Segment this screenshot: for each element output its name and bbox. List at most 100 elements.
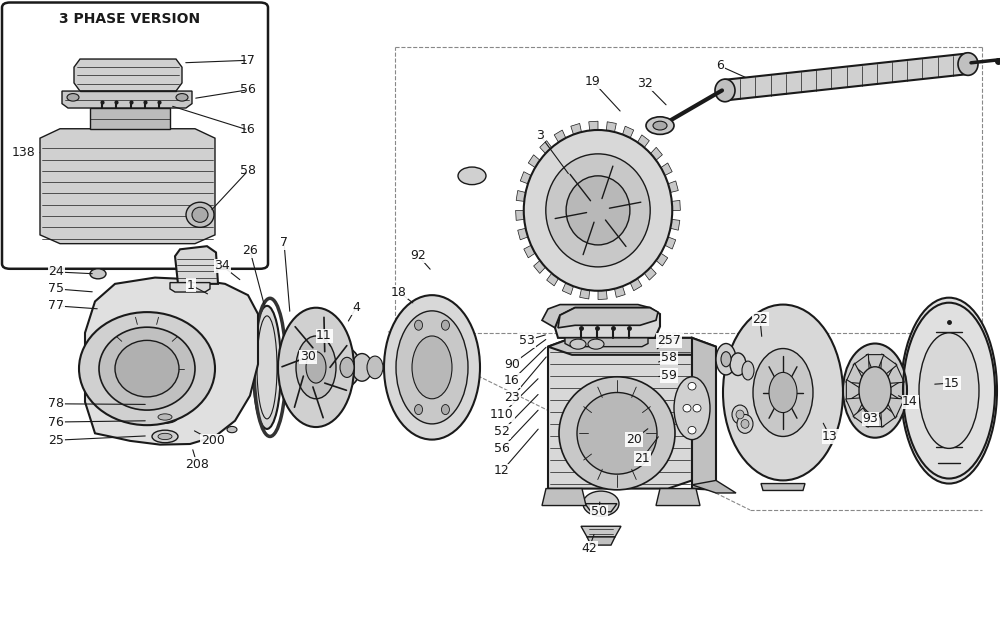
Ellipse shape (396, 311, 468, 424)
Ellipse shape (176, 94, 188, 101)
Text: 53: 53 (519, 334, 535, 347)
Polygon shape (534, 261, 546, 273)
Text: 138: 138 (12, 146, 36, 159)
Ellipse shape (152, 411, 178, 423)
Text: 58: 58 (240, 165, 256, 177)
Ellipse shape (737, 414, 753, 433)
Ellipse shape (843, 344, 907, 438)
Ellipse shape (570, 339, 586, 349)
Polygon shape (846, 379, 864, 402)
Text: 16: 16 (240, 124, 256, 136)
Text: 59: 59 (661, 369, 677, 382)
Ellipse shape (859, 367, 891, 414)
Polygon shape (866, 355, 884, 377)
Polygon shape (565, 338, 648, 347)
Polygon shape (644, 268, 656, 280)
Ellipse shape (574, 314, 586, 324)
Polygon shape (665, 237, 676, 249)
Polygon shape (555, 308, 660, 338)
Polygon shape (661, 163, 672, 175)
Polygon shape (85, 278, 258, 445)
Ellipse shape (612, 314, 624, 324)
Text: 257: 257 (657, 334, 681, 347)
Ellipse shape (583, 491, 619, 516)
Polygon shape (884, 398, 904, 418)
Polygon shape (175, 246, 218, 284)
Polygon shape (524, 246, 535, 258)
Text: 52: 52 (494, 425, 510, 438)
Text: 3: 3 (536, 129, 544, 141)
Polygon shape (880, 403, 897, 428)
Text: 12: 12 (494, 465, 510, 477)
Ellipse shape (340, 357, 354, 377)
Ellipse shape (716, 344, 736, 375)
Polygon shape (518, 228, 528, 240)
Polygon shape (516, 210, 524, 220)
Ellipse shape (441, 404, 449, 414)
Text: 17: 17 (240, 54, 256, 67)
Polygon shape (672, 200, 680, 210)
Text: 32: 32 (637, 77, 653, 90)
Polygon shape (62, 91, 192, 108)
Ellipse shape (732, 405, 748, 424)
Ellipse shape (646, 117, 674, 134)
Text: 77: 77 (48, 300, 64, 312)
Text: 200: 200 (201, 435, 225, 447)
Ellipse shape (577, 392, 657, 474)
Ellipse shape (546, 154, 650, 267)
Ellipse shape (566, 176, 630, 245)
Polygon shape (520, 171, 531, 184)
Ellipse shape (688, 426, 696, 434)
Polygon shape (542, 489, 586, 506)
Polygon shape (846, 398, 866, 418)
Polygon shape (40, 129, 215, 244)
Polygon shape (589, 121, 598, 131)
Text: 3 PHASE VERSION: 3 PHASE VERSION (59, 13, 201, 26)
Polygon shape (656, 489, 700, 506)
Polygon shape (170, 283, 210, 292)
Ellipse shape (158, 394, 172, 400)
Ellipse shape (919, 333, 979, 448)
Polygon shape (528, 154, 540, 168)
Ellipse shape (524, 130, 672, 291)
Ellipse shape (296, 336, 336, 399)
Text: 13: 13 (822, 430, 838, 443)
Ellipse shape (412, 336, 452, 399)
Ellipse shape (90, 269, 106, 279)
Polygon shape (606, 122, 616, 132)
Text: 30: 30 (300, 350, 316, 363)
Ellipse shape (367, 356, 383, 379)
Ellipse shape (588, 339, 604, 349)
Text: 90: 90 (504, 358, 520, 371)
Ellipse shape (152, 391, 178, 403)
Ellipse shape (693, 404, 701, 412)
Ellipse shape (152, 430, 178, 443)
Ellipse shape (901, 298, 997, 484)
Polygon shape (866, 404, 884, 426)
Ellipse shape (79, 312, 215, 425)
Polygon shape (630, 278, 642, 291)
Polygon shape (880, 354, 897, 379)
Polygon shape (90, 108, 170, 129)
Text: 7: 7 (280, 236, 288, 249)
Ellipse shape (415, 320, 423, 330)
Text: 76: 76 (48, 416, 64, 428)
Polygon shape (562, 283, 573, 295)
Polygon shape (650, 148, 662, 160)
Ellipse shape (721, 352, 731, 367)
Ellipse shape (99, 327, 195, 410)
Ellipse shape (352, 354, 372, 381)
Polygon shape (585, 504, 617, 512)
Ellipse shape (742, 361, 754, 380)
Text: 22: 22 (752, 313, 768, 325)
Text: 110: 110 (490, 408, 514, 421)
Polygon shape (598, 290, 607, 300)
Text: 1: 1 (187, 279, 195, 291)
Text: 42: 42 (581, 542, 597, 555)
Text: 50: 50 (591, 506, 607, 518)
Ellipse shape (683, 404, 691, 412)
Ellipse shape (158, 433, 172, 440)
Text: 56: 56 (494, 442, 510, 455)
Text: 56: 56 (240, 84, 256, 96)
Ellipse shape (559, 377, 675, 490)
